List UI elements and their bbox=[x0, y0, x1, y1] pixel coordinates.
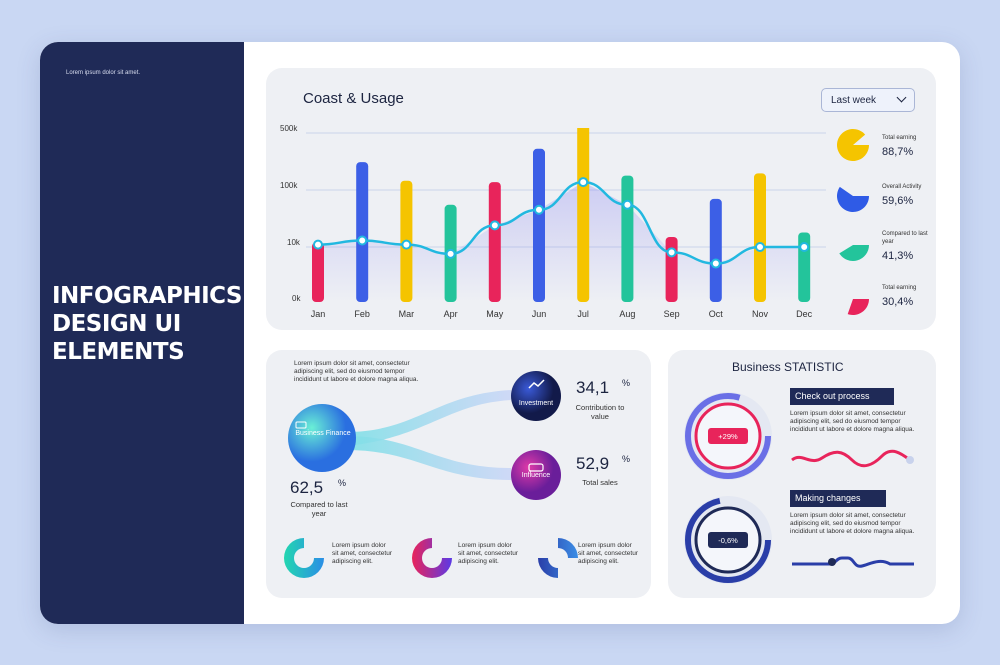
bar-jun bbox=[533, 148, 545, 302]
y-tick: 10k bbox=[287, 238, 300, 247]
ring-gauge-2 bbox=[684, 496, 772, 584]
donut-text: Lorem ipsum dolor sit amet, consectetur … bbox=[458, 542, 518, 565]
legend-label: Total earning bbox=[882, 135, 917, 141]
finance-intro: Lorem ipsum dolor sit amet, consectetur … bbox=[294, 360, 418, 384]
pie-icon-total-earning-2 bbox=[847, 299, 869, 315]
headline-line-1: INFOGRAPHICS bbox=[52, 283, 243, 309]
month-label: Feb bbox=[354, 309, 370, 319]
influence-unit: % bbox=[622, 454, 631, 464]
month-label: Mar bbox=[398, 309, 415, 319]
headline-line-2: DESIGN UI bbox=[52, 311, 181, 337]
y-tick: 0k bbox=[292, 294, 301, 303]
investment-label: Investment bbox=[518, 400, 554, 407]
finance-caption: Compared to last year bbox=[290, 500, 348, 518]
trend-point-oct bbox=[710, 258, 721, 269]
usage-card: Coast & Usage Last week 500k 100k 10k 0k… bbox=[266, 68, 936, 330]
month-label: Apr bbox=[443, 309, 458, 319]
dashboard-frame: Lorem ipsum dolor sit amet. INFOGRAPHICS… bbox=[40, 42, 960, 624]
month-label: Jul bbox=[577, 309, 589, 319]
donut-text: Lorem ipsum dolor sit amet, consectetur … bbox=[332, 542, 392, 565]
statistic-title: Business STATISTIC bbox=[732, 360, 844, 374]
month-label: Oct bbox=[708, 309, 723, 319]
block-text-2: Lorem ipsum dolor sit amet, consectetur … bbox=[790, 512, 915, 535]
block-text-1: Lorem ipsum dolor sit amet, consectetur … bbox=[790, 410, 915, 433]
chevron-down-icon bbox=[896, 92, 907, 103]
period-select-value: Last week bbox=[831, 95, 877, 106]
legend-label: Total earning bbox=[882, 285, 917, 291]
donut-pink-icon bbox=[412, 538, 452, 578]
month-label: May bbox=[486, 309, 504, 319]
bar-jan bbox=[312, 242, 324, 302]
investment-value: 34,1 bbox=[576, 378, 610, 397]
month-label: Jun bbox=[531, 309, 547, 319]
wave-line-2 bbox=[792, 556, 914, 568]
trend-point-may bbox=[489, 220, 500, 231]
trend-point-nov bbox=[755, 242, 765, 252]
month-label: Nov bbox=[751, 309, 768, 319]
bar-sep bbox=[665, 236, 678, 302]
pie-icon-total-earning bbox=[837, 129, 869, 161]
flow-connector bbox=[288, 371, 561, 500]
intro-line: incididunt ut labore et dolore magna ali… bbox=[294, 376, 419, 383]
month-label: Dec bbox=[796, 309, 813, 319]
legend-label: Overall Activity bbox=[882, 184, 922, 190]
y-tick: 100k bbox=[280, 181, 298, 190]
trend-point-aug bbox=[622, 199, 633, 210]
trend-point-dec bbox=[799, 242, 810, 252]
usage-chart bbox=[306, 128, 826, 302]
intro-line: adipiscing elit, sed do eiusmod tempor bbox=[294, 368, 405, 375]
trend-point-mar bbox=[401, 239, 412, 250]
headline-line-3: ELEMENTS bbox=[52, 339, 185, 365]
business-finance-label: Business Finance bbox=[295, 430, 351, 437]
statistic-card: Business STATISTIC +29% Check out proces… bbox=[668, 350, 936, 598]
line-area bbox=[318, 182, 805, 302]
bar-oct bbox=[709, 198, 722, 302]
trend-point-jun bbox=[534, 204, 544, 215]
month-label: Jan bbox=[310, 309, 326, 319]
bar-aug bbox=[621, 175, 634, 302]
bar-jul bbox=[577, 128, 590, 302]
sidebar-tagline: Lorem ipsum dolor sit amet. bbox=[66, 70, 141, 76]
sidebar: Lorem ipsum dolor sit amet. INFOGRAPHICS… bbox=[40, 42, 244, 624]
pie-icon-compared bbox=[839, 245, 869, 261]
finance-unit: % bbox=[338, 478, 347, 488]
wave-line-1 bbox=[791, 449, 914, 468]
legend-value: 41,3% bbox=[882, 250, 914, 262]
bar-nov bbox=[754, 173, 766, 302]
block-heading-2: Making changes bbox=[790, 490, 886, 507]
usage-title: Coast & Usage bbox=[303, 90, 404, 107]
bar-feb bbox=[356, 162, 369, 302]
influence-caption: Total sales bbox=[582, 478, 618, 487]
trend-point-feb bbox=[357, 235, 368, 246]
month-label: Sep bbox=[663, 309, 680, 319]
trend-point-jul bbox=[578, 177, 589, 188]
ring-gauge-1 bbox=[684, 392, 772, 480]
trend-point-sep bbox=[666, 247, 677, 258]
month-label: Aug bbox=[619, 309, 636, 319]
badge-1: +29% bbox=[718, 432, 738, 441]
bar-may bbox=[488, 182, 501, 302]
legend-value: 88,7% bbox=[882, 146, 914, 158]
intro-line: Lorem ipsum dolor sit amet, consectetur bbox=[294, 360, 410, 367]
legend-value: 30,4% bbox=[882, 296, 914, 308]
donut-text: Lorem ipsum dolor sit amet, consectetur … bbox=[578, 542, 638, 565]
trend-point-apr bbox=[445, 248, 456, 259]
legend-label: Compared to last year bbox=[882, 231, 928, 245]
investment-unit: % bbox=[622, 378, 631, 388]
donut-teal-icon bbox=[284, 538, 324, 578]
investment-caption: Contribution to value bbox=[575, 403, 625, 421]
finance-value: 62,5 bbox=[290, 478, 324, 497]
pie-icon-overall-activity bbox=[837, 186, 869, 212]
trend-point-jan bbox=[313, 239, 323, 250]
headline: INFOGRAPHICS DESIGN UI ELEMENTS bbox=[52, 282, 243, 366]
block-heading-1: Check out process bbox=[790, 388, 894, 405]
finance-card: Lorem ipsum dolor sit amet, consectetur … bbox=[266, 350, 651, 598]
influence-label: Influence bbox=[521, 472, 551, 479]
legend-value: 59,6% bbox=[882, 195, 914, 207]
period-select[interactable]: Last week bbox=[821, 88, 915, 112]
donut-blue-icon bbox=[538, 538, 578, 578]
influence-value: 52,9 bbox=[576, 454, 610, 473]
badge-2: -0,6% bbox=[718, 536, 738, 545]
y-tick: 500k bbox=[280, 124, 298, 133]
